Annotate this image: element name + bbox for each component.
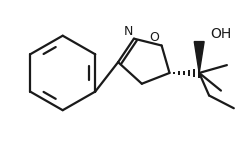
Text: O: O xyxy=(149,31,159,44)
Polygon shape xyxy=(194,42,203,73)
Text: OH: OH xyxy=(209,27,230,41)
Text: N: N xyxy=(123,25,132,38)
